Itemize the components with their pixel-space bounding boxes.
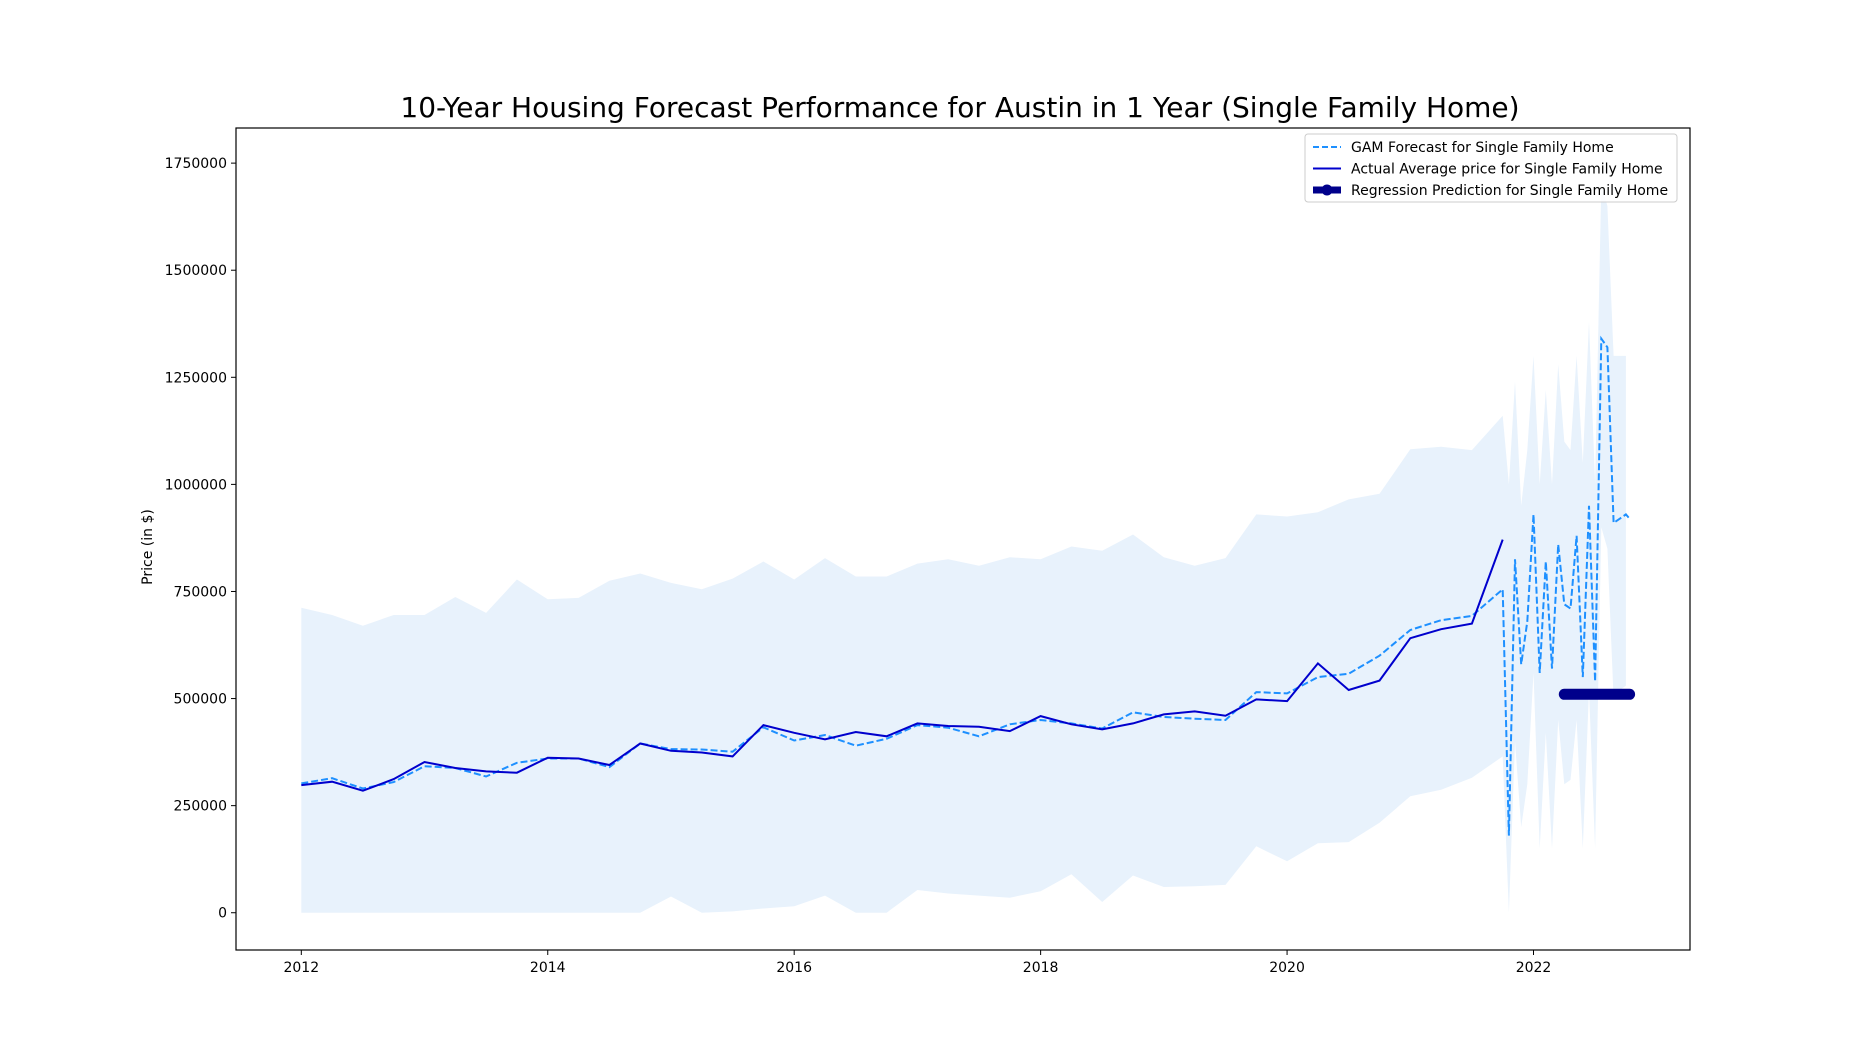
confidence-band-layer [301, 184, 1626, 913]
y-tick-label: 1000000 [165, 477, 227, 493]
x-tick-label: 2012 [283, 960, 319, 976]
legend-label: GAM Forecast for Single Family Home [1351, 140, 1614, 156]
series-layer [301, 335, 1636, 836]
legend: GAM Forecast for Single Family Home Actua… [1304, 133, 1678, 203]
confidence-band [301, 184, 1626, 913]
y-tick-label: 1500000 [165, 263, 227, 279]
chart-title: 10-Year Housing Forecast Performance for… [400, 91, 1519, 124]
y-tick-label: 250000 [174, 799, 227, 815]
y-axis-ticks: 0 250000 500000 750000 1000000 1250000 1500000… [165, 156, 236, 922]
legend-box [1304, 133, 1678, 203]
y-axis-label: Price (in $) [140, 509, 156, 585]
x-tick-label: 2016 [776, 960, 812, 976]
plot-frame [235, 127, 1691, 951]
x-tick-label: 2022 [1516, 960, 1552, 976]
x-tick-label: 2014 [530, 960, 566, 976]
y-tick-label: 750000 [174, 584, 227, 600]
legend-marker [1321, 184, 1333, 196]
x-axis-ticks: 2012 2014 2016 2018 2020 2022 [283, 950, 1551, 976]
x-tick-label: 2020 [1269, 960, 1305, 976]
y-tick-label: 1250000 [165, 370, 227, 386]
series-actual-price [301, 539, 1504, 792]
x-tick-label: 2018 [1023, 960, 1059, 976]
legend-label: Actual Average price for Single Family H… [1351, 162, 1663, 178]
legend-label: Regression Prediction for Single Family … [1351, 183, 1668, 199]
y-tick-label: 0 [218, 906, 227, 922]
y-tick-label: 1750000 [165, 156, 227, 172]
y-tick-label: 500000 [174, 692, 227, 708]
series-gam-forecast [301, 335, 1631, 836]
